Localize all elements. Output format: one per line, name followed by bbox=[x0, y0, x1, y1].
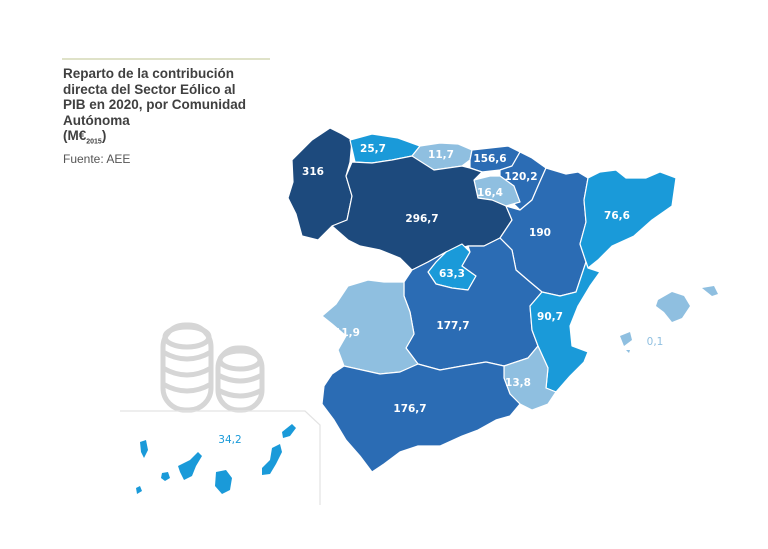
title-line: Reparto de la contribución bbox=[63, 66, 235, 81]
value-label-valencia: 90,7 bbox=[537, 311, 563, 323]
unit-close: ) bbox=[101, 128, 107, 143]
value-label-baleares: 0,1 bbox=[647, 336, 664, 348]
value-label-asturias: 25,7 bbox=[360, 143, 386, 155]
title-line: Autónoma bbox=[63, 112, 130, 128]
value-label-extremadura: 11,9 bbox=[334, 327, 360, 339]
value-label-andalucia: 176,7 bbox=[393, 403, 426, 415]
value-label-cataluna: 76,6 bbox=[604, 210, 630, 222]
value-label-la-rioja: 16,4 bbox=[477, 187, 503, 199]
map-title: Reparto de la contribución directa del S… bbox=[63, 66, 278, 150]
title-rule bbox=[62, 58, 270, 60]
title-line: PIB en 2020, por Comunidad bbox=[63, 97, 247, 112]
value-label-galicia: 316 bbox=[302, 166, 324, 178]
region-canarias[interactable] bbox=[136, 424, 296, 494]
value-label-navarra: 120,2 bbox=[504, 171, 537, 183]
title-line: directa del Sector Eólico al bbox=[63, 81, 236, 97]
unit-sub: 2015 bbox=[86, 138, 102, 146]
value-label-canarias: 34,2 bbox=[218, 434, 241, 446]
value-label-madrid: 63,3 bbox=[439, 268, 465, 280]
region-cataluna[interactable] bbox=[579, 169, 677, 269]
value-label-castilla-leon: 296,7 bbox=[405, 213, 438, 225]
value-label-aragon: 190 bbox=[529, 227, 551, 239]
unit-main: (M€ bbox=[63, 128, 87, 143]
source-note: Fuente: AEE bbox=[63, 152, 131, 166]
value-label-murcia: 13,8 bbox=[505, 377, 531, 389]
canary-inset-frame bbox=[120, 410, 321, 505]
coins-icon bbox=[160, 322, 265, 413]
unit-label: (M€2015) bbox=[63, 128, 278, 150]
region-andalucia[interactable] bbox=[321, 361, 521, 473]
value-label-castilla-la-mancha: 177,7 bbox=[436, 320, 469, 332]
value-label-cantabria: 11,7 bbox=[428, 149, 454, 161]
region-baleares[interactable] bbox=[620, 286, 718, 353]
value-label-pais-vasco: 156,6 bbox=[473, 153, 506, 165]
